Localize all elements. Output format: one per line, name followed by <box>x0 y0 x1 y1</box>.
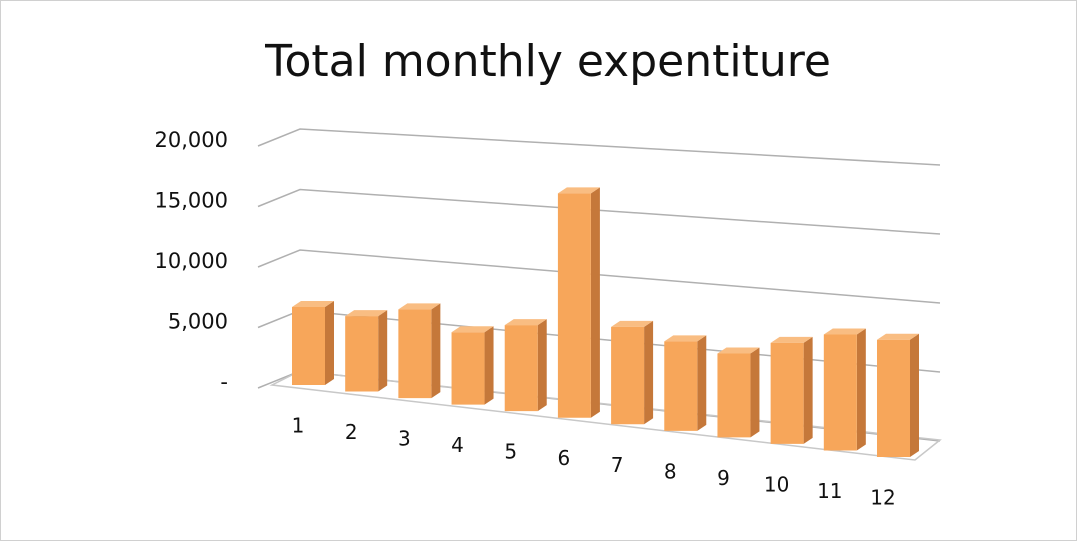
bar-front <box>345 316 379 392</box>
bar-top <box>451 326 494 333</box>
y-tick-label: - <box>220 370 228 394</box>
bar-front <box>611 326 645 425</box>
y-tick-label: 5,000 <box>168 310 228 334</box>
bar-front <box>664 341 698 431</box>
grid-line <box>257 249 941 304</box>
x-tick-label: 8 <box>664 459 677 483</box>
bar-top <box>557 187 600 194</box>
x-tick-label: 5 <box>504 440 517 464</box>
grid-line <box>257 188 941 235</box>
bar-front <box>770 342 804 444</box>
bar-side <box>697 335 707 431</box>
bar-side <box>378 310 388 392</box>
bar-top <box>770 336 813 343</box>
bar-side <box>325 301 334 385</box>
bar-top <box>717 347 760 354</box>
bar-top <box>292 301 334 307</box>
bar-front <box>823 334 857 451</box>
bar-front <box>717 353 751 438</box>
bar <box>823 328 866 451</box>
x-tick-label: 12 <box>870 486 895 510</box>
bar-top <box>504 319 547 326</box>
bar-front <box>557 193 591 418</box>
x-tick-label: 3 <box>398 427 411 451</box>
bar-front <box>504 325 538 412</box>
bar-side <box>431 303 441 399</box>
y-tick-label: 15,000 <box>155 189 228 213</box>
bar-side <box>750 347 760 438</box>
bar <box>717 347 760 438</box>
bar-side <box>590 187 600 418</box>
bar-front <box>451 332 485 405</box>
bar-side <box>856 328 866 451</box>
x-tick-label: 1 <box>292 414 305 438</box>
bar-top <box>398 303 441 310</box>
bar-front <box>292 307 325 385</box>
floor <box>269 370 942 461</box>
bar <box>398 303 441 399</box>
bar-side <box>910 333 919 457</box>
bar-top <box>345 310 388 317</box>
x-tick-label: 7 <box>611 453 624 477</box>
chart-title: Total monthly expentiture <box>264 36 831 87</box>
bar <box>504 319 547 412</box>
bar-top <box>823 328 866 335</box>
x-tick-label: 10 <box>764 472 789 496</box>
x-tick-label: 2 <box>345 420 358 444</box>
bar <box>877 333 919 457</box>
bar-side <box>803 336 813 444</box>
bar <box>557 187 600 418</box>
bar <box>611 320 654 425</box>
bar <box>345 310 388 392</box>
bar-front <box>398 309 432 399</box>
bar-top <box>611 320 654 327</box>
x-tick-label: 9 <box>717 466 730 490</box>
bar-side <box>484 326 494 405</box>
bar-side <box>537 319 547 412</box>
x-tick-label: 4 <box>451 433 464 457</box>
grid-line <box>257 128 941 166</box>
y-tick-label: 10,000 <box>155 249 228 273</box>
bar <box>664 335 707 431</box>
y-tick-label: 20,000 <box>155 128 228 152</box>
bar-front <box>877 339 910 457</box>
bar-top <box>877 333 919 340</box>
bar-side <box>644 320 654 425</box>
x-tick-label: 6 <box>558 446 571 470</box>
bar-top <box>664 335 707 342</box>
bar <box>451 326 494 405</box>
bar <box>292 301 334 385</box>
bar <box>770 336 813 444</box>
x-tick-label: 11 <box>817 479 842 503</box>
